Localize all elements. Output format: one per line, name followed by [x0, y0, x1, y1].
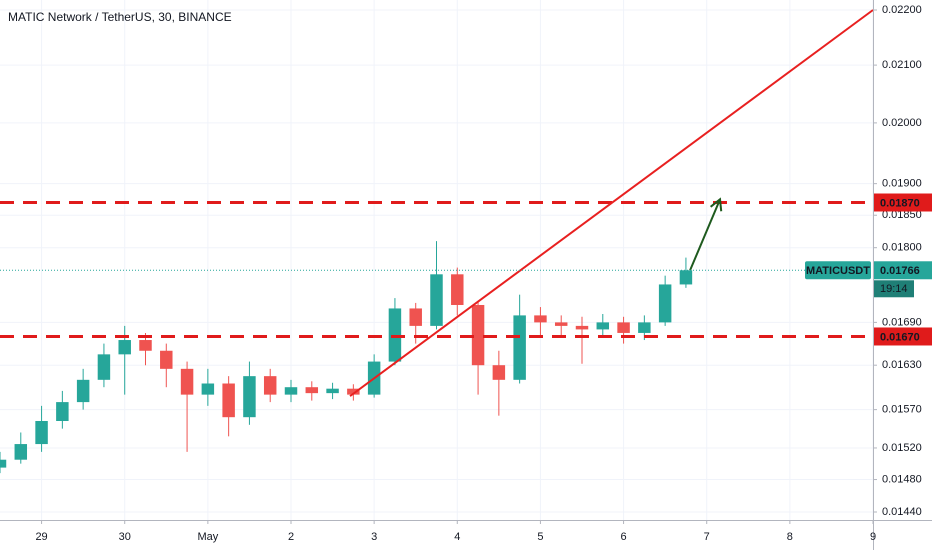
candle-body — [326, 388, 339, 394]
candle-body — [638, 322, 651, 333]
level-label-box — [874, 327, 932, 346]
candle-body — [575, 325, 589, 330]
candle-body — [534, 315, 547, 323]
candle-body — [14, 444, 28, 460]
level-label-box — [874, 193, 932, 212]
candle-body — [201, 383, 215, 395]
x-tick-label: 30 — [119, 531, 131, 543]
level-label: 0.01670 — [880, 331, 920, 343]
candle-body — [347, 388, 360, 395]
x-tick-label: 9 — [870, 531, 876, 543]
symbol-box — [805, 261, 871, 280]
candle-body — [617, 322, 630, 333]
trendline — [349, 9, 874, 397]
arrow-head — [710, 197, 723, 212]
y-tick-label: 0.01570 — [882, 404, 922, 416]
x-tick-label: 4 — [454, 531, 460, 543]
x-tick-label: 7 — [704, 531, 710, 543]
countdown-label: 19:14 — [880, 283, 908, 295]
y-tick-label: 0.01900 — [882, 178, 922, 190]
x-tick-label: May — [197, 531, 218, 543]
x-tick-label: 2 — [288, 531, 294, 543]
candle-body — [0, 459, 7, 468]
candle-body — [554, 322, 568, 326]
x-tick-label: 8 — [787, 531, 793, 543]
y-tick-label: 0.01520 — [882, 442, 922, 454]
candle-body — [430, 274, 443, 326]
y-tick-label: 0.02000 — [882, 117, 922, 129]
countdown-box — [874, 280, 914, 298]
candle-body — [305, 387, 319, 394]
candle-body — [679, 270, 693, 285]
candle-body — [513, 315, 526, 380]
candle-body — [56, 402, 69, 421]
candle-body — [160, 350, 173, 369]
y-tick-label: 0.02200 — [882, 4, 922, 16]
candle-body — [596, 322, 610, 330]
candle-body — [409, 308, 422, 326]
last-price-label: 0.01766 — [880, 265, 920, 277]
candle-body — [263, 376, 277, 395]
candle-body — [118, 340, 131, 355]
x-tick-label: 3 — [371, 531, 377, 543]
candle-body — [243, 376, 256, 418]
y-tick-label: 0.01480 — [882, 473, 922, 485]
y-tick-label: 0.01850 — [882, 209, 922, 221]
candle-body — [492, 365, 506, 380]
y-tick-label: 0.01800 — [882, 242, 922, 254]
y-tick-label: 0.01690 — [882, 316, 922, 328]
candle-body — [35, 420, 48, 445]
labels: 0.022000.021000.020000.019000.018500.018… — [35, 4, 932, 543]
candle-body — [180, 368, 194, 395]
candle-body — [97, 354, 111, 380]
symbol-label: MATICUSDT — [806, 265, 870, 277]
candle-body — [471, 304, 485, 366]
x-tick-label: 6 — [621, 531, 627, 543]
marks — [0, 9, 874, 474]
candle-body — [658, 284, 672, 323]
y-tick-label: 0.01440 — [882, 506, 922, 518]
x-tick-label: 29 — [35, 531, 47, 543]
y-tick-label: 0.02100 — [882, 59, 922, 71]
candle-body — [76, 379, 90, 403]
x-tick-label: 5 — [537, 531, 543, 543]
chart-title: MATIC Network / TetherUS, 30, BINANCE — [8, 10, 232, 24]
candle-body — [451, 274, 464, 305]
candle-body — [284, 387, 298, 395]
level-label: 0.01870 — [880, 197, 920, 209]
candle-body — [222, 383, 235, 418]
candle-body — [139, 340, 152, 351]
arrow-shaft — [689, 198, 721, 271]
y-tick-label: 0.01630 — [882, 359, 922, 371]
last-price-box — [874, 261, 932, 280]
